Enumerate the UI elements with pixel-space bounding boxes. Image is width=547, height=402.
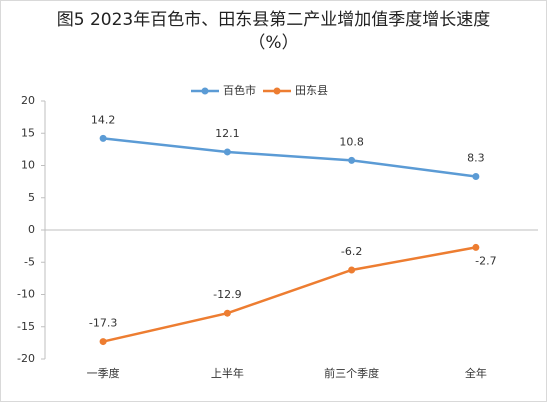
point <box>348 156 356 164</box>
point <box>223 148 231 156</box>
y-tick-label: 5 <box>28 191 35 204</box>
y-tick-label: 10 <box>21 159 35 172</box>
data-label: 14.2 <box>91 113 116 126</box>
point <box>99 338 107 346</box>
y-tick-label: 20 <box>21 94 35 107</box>
x-tick-label: 上半年 <box>211 366 244 380</box>
data-label: -17.3 <box>89 317 117 330</box>
series-line <box>102 246 477 343</box>
data-label: -12.9 <box>213 288 241 301</box>
y-tick-label: -10 <box>17 288 35 301</box>
legend-label: 田东县 <box>295 84 328 97</box>
legend-marker <box>273 87 281 95</box>
y-tick-label: -20 <box>17 352 35 365</box>
legend-marker <box>201 87 209 95</box>
chart-title: 图5 2023年百色市、田东县第二产业增加值季度增长速度（%） <box>56 10 491 53</box>
y-tick-label: 0 <box>28 223 35 236</box>
point <box>348 266 356 274</box>
y-tick-label: 15 <box>21 126 35 139</box>
x-tick-label: 一季度 <box>87 366 120 380</box>
legend-label: 百色市 <box>223 83 256 97</box>
point <box>99 134 107 142</box>
data-label: 10.8 <box>339 135 364 148</box>
x-tick-label: 全年 <box>465 366 487 380</box>
data-label: -6.2 <box>341 245 362 258</box>
data-label: 8.3 <box>467 151 485 164</box>
data-label: -2.7 <box>475 254 496 267</box>
y-tick-label: -15 <box>17 320 35 333</box>
y-tick-label: -5 <box>24 255 35 268</box>
point <box>472 172 480 180</box>
point <box>223 309 231 317</box>
series-line <box>102 137 477 178</box>
x-tick-label: 前三个季度 <box>324 366 379 380</box>
point <box>472 243 480 251</box>
data-label: 12.1 <box>215 127 240 140</box>
